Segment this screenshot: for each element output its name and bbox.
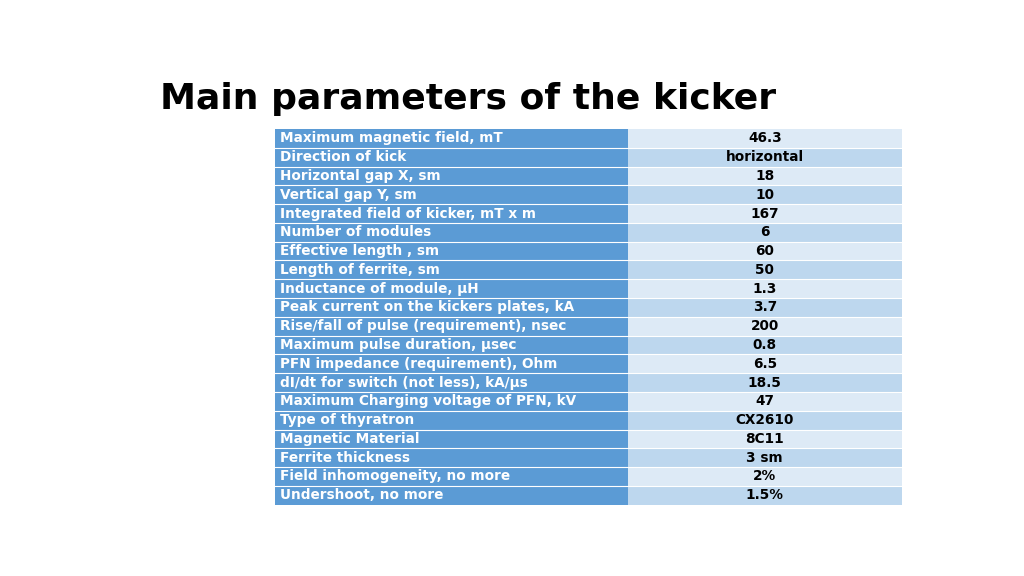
Bar xyxy=(628,166,902,185)
Bar xyxy=(628,260,902,279)
Bar xyxy=(274,411,628,430)
Bar xyxy=(628,242,902,260)
Text: Integrated field of kicker, mT x m: Integrated field of kicker, mT x m xyxy=(281,207,537,221)
Text: Peak current on the kickers plates, kA: Peak current on the kickers plates, kA xyxy=(281,301,574,314)
Text: CX2610: CX2610 xyxy=(735,413,794,427)
Bar xyxy=(628,392,902,411)
Bar xyxy=(274,148,628,166)
Text: Maximum Charging voltage of PFN, kV: Maximum Charging voltage of PFN, kV xyxy=(281,395,577,408)
Text: Ferrite thickness: Ferrite thickness xyxy=(281,450,411,465)
Text: Undershoot, no more: Undershoot, no more xyxy=(281,488,443,502)
Bar xyxy=(274,486,628,505)
Text: Inductance of module, μH: Inductance of module, μH xyxy=(281,282,479,295)
Text: PFN impedance (requirement), Ohm: PFN impedance (requirement), Ohm xyxy=(281,357,558,371)
Bar xyxy=(628,411,902,430)
Text: 1.3: 1.3 xyxy=(753,282,777,295)
Bar xyxy=(628,298,902,317)
Text: 10: 10 xyxy=(756,188,774,202)
Text: Maximum magnetic field, mT: Maximum magnetic field, mT xyxy=(281,131,503,145)
Text: 200: 200 xyxy=(751,319,779,334)
Text: Type of thyratron: Type of thyratron xyxy=(281,413,415,427)
Text: Number of modules: Number of modules xyxy=(281,225,432,239)
Text: dI/dt for switch (not less), kA/μs: dI/dt for switch (not less), kA/μs xyxy=(281,376,528,389)
Bar xyxy=(628,448,902,467)
Bar xyxy=(274,166,628,185)
Text: 46.3: 46.3 xyxy=(748,131,781,145)
Text: 6: 6 xyxy=(760,225,769,239)
Bar xyxy=(628,129,902,148)
Bar xyxy=(274,223,628,242)
Bar xyxy=(628,373,902,392)
Bar xyxy=(274,467,628,486)
Text: Main parameters of the kicker: Main parameters of the kicker xyxy=(160,82,776,116)
Bar xyxy=(274,298,628,317)
Bar xyxy=(274,392,628,411)
Bar xyxy=(628,279,902,298)
Bar xyxy=(274,430,628,448)
Bar xyxy=(628,486,902,505)
Text: 3 sm: 3 sm xyxy=(746,450,783,465)
Text: Horizontal gap X, sm: Horizontal gap X, sm xyxy=(281,169,441,183)
Text: 47: 47 xyxy=(756,395,774,408)
Text: 0.8: 0.8 xyxy=(753,338,777,352)
Bar xyxy=(274,260,628,279)
Bar xyxy=(628,204,902,223)
Text: Magnetic Material: Magnetic Material xyxy=(281,432,420,446)
Bar xyxy=(274,448,628,467)
Bar xyxy=(274,354,628,373)
Bar xyxy=(628,430,902,448)
Text: Direction of kick: Direction of kick xyxy=(281,150,407,164)
Bar xyxy=(628,336,902,354)
Text: 8C11: 8C11 xyxy=(745,432,784,446)
Text: 6.5: 6.5 xyxy=(753,357,777,371)
Bar xyxy=(274,373,628,392)
Text: Rise/fall of pulse (requirement), nsec: Rise/fall of pulse (requirement), nsec xyxy=(281,319,566,334)
Bar xyxy=(628,317,902,336)
Bar xyxy=(274,242,628,260)
Text: 3.7: 3.7 xyxy=(753,301,777,314)
Bar xyxy=(274,336,628,354)
Text: Maximum pulse duration, μsec: Maximum pulse duration, μsec xyxy=(281,338,517,352)
Bar xyxy=(628,467,902,486)
Text: Vertical gap Y, sm: Vertical gap Y, sm xyxy=(281,188,417,202)
Bar xyxy=(274,204,628,223)
Bar xyxy=(274,129,628,148)
Text: 167: 167 xyxy=(751,207,779,221)
Bar xyxy=(274,185,628,204)
Text: horizontal: horizontal xyxy=(726,150,804,164)
Text: 50: 50 xyxy=(756,263,774,277)
Bar xyxy=(274,279,628,298)
Bar xyxy=(274,317,628,336)
Bar xyxy=(628,223,902,242)
Text: 2%: 2% xyxy=(754,469,776,483)
Text: Effective length , sm: Effective length , sm xyxy=(281,244,439,258)
Text: 18.5: 18.5 xyxy=(748,376,781,389)
Bar xyxy=(628,185,902,204)
Bar xyxy=(628,148,902,166)
Text: 18: 18 xyxy=(755,169,774,183)
Text: Length of ferrite, sm: Length of ferrite, sm xyxy=(281,263,440,277)
Bar xyxy=(628,354,902,373)
Text: 60: 60 xyxy=(756,244,774,258)
Text: 1.5%: 1.5% xyxy=(745,488,783,502)
Text: Field inhomogeneity, no more: Field inhomogeneity, no more xyxy=(281,469,511,483)
